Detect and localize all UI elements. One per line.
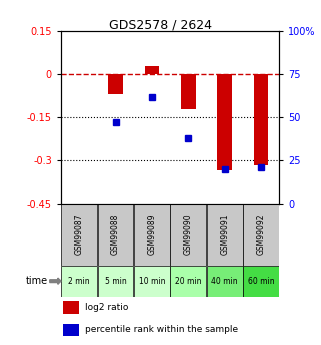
Text: 20 min: 20 min [175, 277, 202, 286]
Bar [98, 266, 134, 297]
Text: GSM99088: GSM99088 [111, 214, 120, 255]
Text: log2 ratio: log2 ratio [85, 303, 129, 312]
Text: 2 min: 2 min [68, 277, 90, 286]
Bar [145, 66, 159, 74]
Bar [181, 74, 195, 109]
Bar [207, 204, 243, 266]
Bar [63, 301, 79, 314]
Bar [134, 266, 170, 297]
Text: 40 min: 40 min [212, 277, 238, 286]
Bar [108, 74, 123, 94]
Bar [61, 204, 97, 266]
Bar [217, 74, 232, 170]
Bar [254, 74, 268, 165]
Text: 5 min: 5 min [105, 277, 126, 286]
Bar [243, 204, 279, 266]
Text: GSM99091: GSM99091 [220, 214, 229, 255]
Bar [134, 204, 170, 266]
Bar [243, 266, 279, 297]
Bar [207, 266, 243, 297]
Text: GSM99092: GSM99092 [256, 214, 265, 255]
Bar [170, 204, 206, 266]
Bar [98, 204, 134, 266]
Text: percentile rank within the sample: percentile rank within the sample [85, 325, 239, 334]
Text: GSM99090: GSM99090 [184, 214, 193, 255]
Text: 10 min: 10 min [139, 277, 165, 286]
Text: time: time [26, 276, 48, 286]
Text: GSM99089: GSM99089 [147, 214, 156, 255]
Bar [170, 266, 206, 297]
Text: GDS2578 / 2624: GDS2578 / 2624 [109, 19, 212, 32]
Bar [61, 266, 97, 297]
Bar [63, 324, 79, 336]
Text: GSM99087: GSM99087 [75, 214, 84, 255]
Text: 60 min: 60 min [248, 277, 274, 286]
